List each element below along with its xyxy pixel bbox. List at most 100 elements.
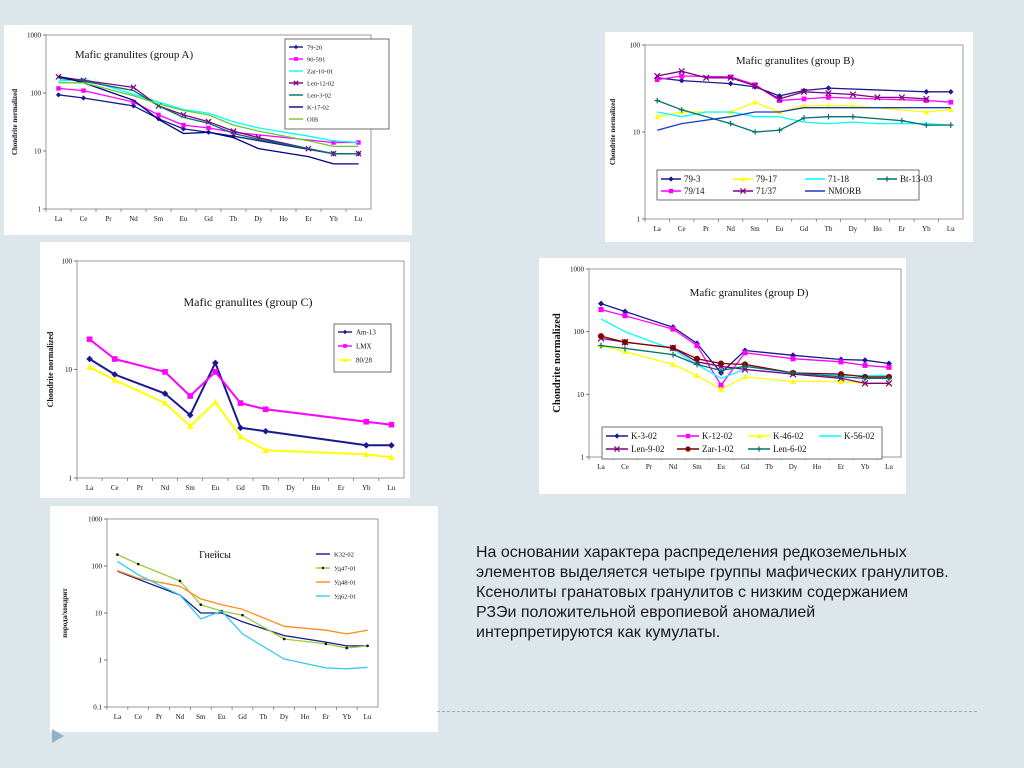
data-point bbox=[702, 74, 710, 82]
series-K-17-02 bbox=[58, 75, 359, 165]
data-point bbox=[947, 122, 954, 128]
series-Уд47-01 bbox=[116, 553, 369, 650]
data-point bbox=[668, 188, 674, 194]
x-tick-label: Eu bbox=[218, 713, 226, 721]
series-K32-02 bbox=[117, 570, 368, 647]
data-point bbox=[898, 94, 906, 101]
data-point bbox=[849, 91, 857, 98]
y-tick-label: 10 bbox=[34, 148, 42, 156]
data-point bbox=[756, 433, 762, 439]
data-point bbox=[131, 99, 136, 105]
data-point bbox=[694, 355, 700, 362]
x-tick-label: Nd bbox=[176, 713, 185, 721]
x-tick-label: Nd bbox=[726, 225, 735, 233]
y-tick-label: 100 bbox=[62, 258, 73, 266]
data-point bbox=[862, 375, 868, 382]
plot-area bbox=[106, 518, 379, 708]
data-point bbox=[321, 566, 325, 570]
legend: K-3-02 K-12-02 K-46-02 K-56-02 Len-9-02 Zar-1… bbox=[601, 426, 883, 460]
y-tick-label: 1 bbox=[637, 216, 641, 224]
data-point bbox=[874, 94, 881, 101]
data-point bbox=[111, 371, 119, 378]
y-axis-label: порода/хондрит bbox=[61, 588, 69, 638]
description-line: РЗЭи положительной европиевой аномалией bbox=[476, 604, 816, 621]
series-line bbox=[600, 335, 889, 378]
data-point bbox=[212, 398, 219, 405]
y-axis-label: Chondrite normalized bbox=[11, 89, 19, 155]
x-tick-label: Ce bbox=[80, 215, 88, 223]
legend-label: Len-9-02 bbox=[631, 444, 665, 454]
x-tick-label: Nd bbox=[161, 484, 170, 492]
y-tick-label: 1 bbox=[581, 454, 585, 462]
data-point bbox=[752, 99, 758, 105]
chart-group-a: 1 10 100 1000 La Ce Pr Nd Sm Eu Gd Tb Dy Ho Er Yb Lu Chon… bbox=[11, 32, 390, 223]
data-point bbox=[825, 113, 832, 120]
data-point bbox=[801, 96, 807, 102]
legend-label: Уд47-01 bbox=[334, 565, 356, 572]
series-NMORB bbox=[657, 107, 951, 131]
data-point bbox=[598, 300, 604, 307]
x-tick-label: Lu bbox=[885, 463, 893, 471]
data-point bbox=[212, 369, 219, 375]
legend-label: LMX bbox=[356, 342, 372, 350]
legend-label: Len-6-02 bbox=[773, 444, 807, 454]
y-tick-label: 1 bbox=[38, 206, 42, 214]
series-line bbox=[58, 78, 359, 144]
series-Len-3-02 bbox=[58, 77, 359, 155]
legend-label: 79-3 bbox=[684, 174, 701, 184]
x-tick-label: Eu bbox=[180, 215, 188, 223]
chart-group-c: 1 10 100 La Ce Pr Nd Sm Eu Gd Tb Dy Ho Er Yb Lu Chondrit… bbox=[46, 258, 405, 492]
chart-panel-group-c: 1 10 100 La Ce Pr Nd Sm Eu Gd Tb Dy Ho Er Yb Lu Chondrit… bbox=[40, 242, 410, 498]
x-tick-label: Nd bbox=[129, 215, 138, 223]
data-point bbox=[678, 77, 685, 84]
data-point bbox=[739, 187, 747, 195]
chart-title: Mafic granulites (group C) bbox=[184, 295, 313, 309]
x-tick-label: La bbox=[654, 225, 662, 233]
data-point bbox=[801, 115, 807, 121]
data-point bbox=[825, 89, 832, 97]
data-point bbox=[718, 386, 724, 392]
data-point bbox=[838, 373, 844, 380]
y-tick-label: 10 bbox=[577, 391, 585, 399]
data-point bbox=[80, 95, 87, 101]
data-point bbox=[294, 57, 298, 61]
data-point bbox=[670, 326, 676, 332]
data-point bbox=[862, 362, 868, 368]
data-point bbox=[790, 356, 796, 362]
x-tick-label: Er bbox=[899, 225, 906, 233]
data-point bbox=[838, 359, 844, 365]
legend-label: 71-18 bbox=[828, 174, 849, 184]
data-point bbox=[331, 140, 336, 145]
x-tick-label: Tb bbox=[262, 484, 270, 492]
x-tick-label: La bbox=[55, 215, 63, 223]
data-point bbox=[178, 579, 182, 583]
y-tick-label: 10 bbox=[95, 610, 103, 618]
data-point bbox=[756, 446, 762, 452]
legend: 79-20 90-591 Zar-10-01 Len-12-02 Len-3-02 K-1… bbox=[284, 38, 390, 130]
y-tick-label: 1 bbox=[99, 657, 103, 665]
data-point bbox=[718, 382, 724, 388]
y-tick-label: 100 bbox=[31, 90, 42, 98]
series-79/14 bbox=[654, 73, 954, 105]
data-point bbox=[752, 129, 758, 135]
series-line bbox=[58, 82, 359, 148]
data-point bbox=[156, 112, 161, 118]
x-tick-label: Yb bbox=[362, 484, 371, 492]
data-point bbox=[923, 98, 929, 103]
y-tick-label: 1000 bbox=[88, 516, 103, 524]
series-line bbox=[657, 111, 951, 126]
x-tick-label: Pr bbox=[105, 215, 112, 223]
data-point bbox=[187, 393, 193, 399]
data-point bbox=[282, 637, 286, 641]
data-point bbox=[884, 176, 890, 182]
data-point bbox=[886, 375, 892, 382]
legend-label: K-46-02 bbox=[773, 431, 804, 441]
data-point bbox=[923, 88, 930, 95]
data-point bbox=[598, 342, 604, 349]
data-point bbox=[742, 373, 748, 380]
data-point bbox=[727, 74, 734, 82]
chart-group-d: 1 10 100 1000 La Ce Pr Nd Sm Eu Gd Tb Dy Ho Er Yb Lu Chon… bbox=[552, 266, 902, 471]
data-point bbox=[947, 106, 954, 113]
series-line bbox=[117, 570, 368, 647]
data-point bbox=[685, 433, 691, 439]
